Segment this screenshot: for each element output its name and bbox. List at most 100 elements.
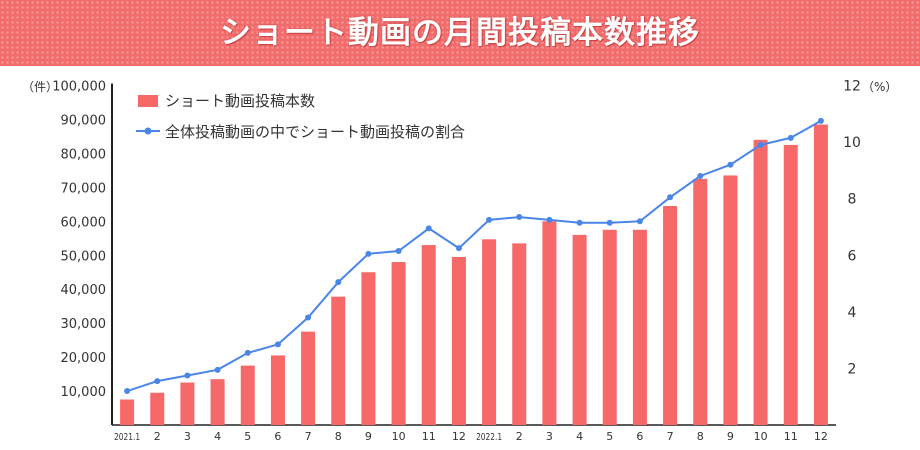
left-axis-tick-labels: （件） 10,000 20,000 30,000 40,000 50,000 60,000 7…: [22, 80, 106, 401]
x-tick-label: 5: [244, 430, 251, 443]
line-point: [546, 216, 553, 223]
x-tick-label: 6: [636, 430, 643, 443]
line-point: [697, 173, 704, 180]
bar: [482, 239, 497, 425]
bar-series-posts: [120, 124, 828, 425]
x-tick-label: 7: [305, 430, 312, 443]
line-point: [667, 194, 674, 201]
line-series-ratio: [124, 117, 824, 395]
title-banner: ショート動画の月間投稿本数推移: [0, 0, 920, 66]
line-point: [516, 214, 523, 221]
line-point: [727, 161, 734, 168]
line-point: [335, 279, 342, 286]
monthly-short-video-chart: 2021.1 2 3 4 5 6 7 8 9 10 11 12 2022.1 2 3 4 5 6 7 8 9 10 11 12…: [22, 79, 897, 444]
left-axis-unit: （件）: [22, 80, 58, 94]
bar: [331, 296, 346, 425]
bar: [723, 175, 738, 425]
x-tick-label: 3: [546, 430, 553, 443]
line-point: [486, 216, 493, 223]
legend-line-label: 全体投稿動画の中でショート動画投稿の割合: [165, 123, 465, 141]
left-axis-tick: 100,000: [52, 80, 106, 95]
bar: [180, 382, 195, 425]
x-tick-label: 9: [727, 430, 734, 443]
right-axis-tick: 4: [848, 305, 857, 321]
bar: [753, 139, 768, 425]
x-tick-label: 2: [154, 430, 161, 443]
left-axis-tick: 70,000: [61, 181, 107, 196]
line-point: [124, 388, 131, 395]
bar: [451, 256, 466, 425]
left-axis-tick: 20,000: [61, 351, 107, 366]
x-tick-label: 4: [214, 430, 221, 443]
bar: [813, 124, 828, 425]
line-point: [425, 225, 432, 232]
x-tick-label: 3: [184, 430, 191, 443]
left-axis-tick: 60,000: [61, 215, 107, 230]
x-axis-tick-labels: 2021.1 2 3 4 5 6 7 8 9 10 11 12 2022.1 2 3 4 5 6 7 8 9 10 11 12: [114, 430, 828, 443]
x-tick-label: 4: [576, 430, 583, 443]
left-axis-tick: 80,000: [61, 147, 107, 162]
right-axis-tick: 12: [843, 79, 861, 95]
right-axis-tick: 6: [848, 248, 857, 264]
legend-line-marker: [144, 127, 152, 135]
right-axis-tick: 8: [848, 192, 857, 208]
bar: [240, 365, 255, 425]
bar: [542, 221, 557, 425]
bar: [693, 178, 708, 425]
line-point: [455, 245, 462, 252]
bar: [120, 399, 135, 425]
bar: [391, 262, 406, 425]
line-point: [154, 378, 161, 385]
x-tick-label: 11: [784, 430, 798, 443]
line-point: [214, 366, 221, 373]
line-point: [274, 341, 281, 348]
left-axis-tick: 30,000: [61, 317, 107, 332]
right-axis-tick: 10: [843, 135, 861, 151]
x-tick-label: 9: [365, 430, 372, 443]
bar: [210, 379, 225, 425]
bar: [632, 229, 647, 425]
left-axis-tick: 40,000: [61, 283, 107, 298]
x-tick-label: 2: [516, 430, 523, 443]
legend-bar-swatch: [138, 95, 158, 107]
ratio-line: [126, 120, 822, 393]
x-tick-label: 8: [697, 430, 704, 443]
line-point: [576, 219, 583, 226]
line-point: [244, 349, 251, 356]
bar: [572, 234, 587, 425]
x-tick-label: 10: [754, 430, 768, 443]
x-tick-label: 2022.1: [476, 432, 502, 443]
right-axis-unit: （%）: [862, 80, 897, 94]
bar: [783, 144, 798, 425]
bar: [602, 229, 617, 425]
x-tick-label: 10: [392, 430, 406, 443]
left-axis-tick: 50,000: [61, 249, 107, 264]
right-axis-tick-labels: 2 4 6 8 10 12 （%）: [843, 79, 897, 378]
line-point: [305, 314, 312, 321]
left-axis-tick: 10,000: [61, 385, 107, 400]
bar: [361, 272, 376, 425]
line-point: [787, 134, 794, 141]
bar: [663, 206, 678, 425]
line-point: [395, 248, 402, 255]
bar: [301, 331, 316, 425]
line-point: [757, 141, 764, 148]
x-tick-label: 11: [422, 430, 436, 443]
bar: [512, 243, 527, 425]
page-title: ショート動画の月間投稿本数推移: [220, 15, 700, 51]
x-tick-label: 12: [452, 430, 466, 443]
x-tick-label: 8: [335, 430, 342, 443]
line-point: [365, 250, 372, 257]
bar: [150, 392, 165, 425]
bar: [270, 355, 285, 425]
left-axis-tick: 90,000: [61, 113, 107, 128]
line-point: [606, 219, 613, 226]
bar: [421, 245, 436, 425]
line-point: [817, 117, 824, 124]
x-tick-label: 2021.1: [114, 432, 140, 443]
x-tick-label: 12: [814, 430, 828, 443]
line-point: [636, 218, 643, 225]
line-point: [184, 372, 191, 379]
right-axis-tick: 2: [848, 361, 857, 377]
legend-bar-label: ショート動画投稿本数: [165, 92, 315, 110]
